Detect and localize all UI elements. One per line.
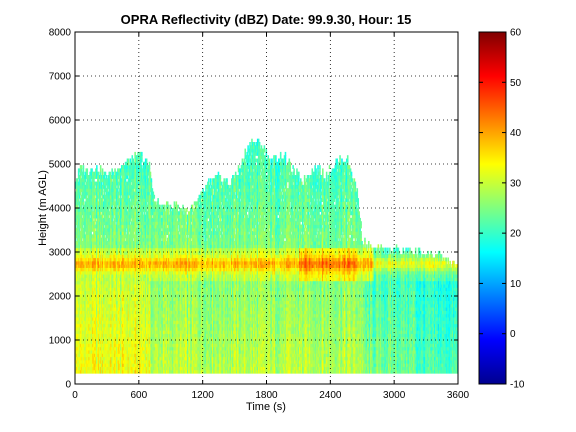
heatmap-cell xyxy=(96,165,98,169)
heatmap-cell xyxy=(149,162,151,166)
heatmap-cell xyxy=(86,168,88,172)
chart-title: OPRA Reflectivity (dBZ) Date: 99.9.30, H… xyxy=(121,12,412,27)
heatmap-cell xyxy=(141,152,143,156)
heatmap-cell xyxy=(83,165,85,169)
heatmap-cell xyxy=(81,165,83,169)
heatmap-cell xyxy=(102,168,104,172)
heatmap-cell xyxy=(151,178,153,182)
heatmap-cell xyxy=(150,172,152,176)
heatmap-cell xyxy=(100,165,102,169)
plot-area: 0 600 1200 1800 2400 3000 3600 010002000300040… xyxy=(49,28,470,402)
heatmap-cell xyxy=(146,159,148,163)
heatmap-cell xyxy=(128,159,130,163)
